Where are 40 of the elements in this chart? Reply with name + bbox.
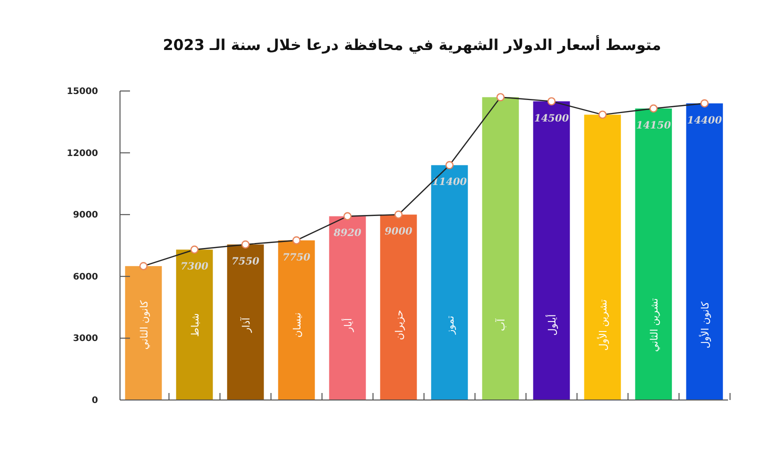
data-label: 14150 [636,120,671,132]
y-tick-label: 3000 [72,334,98,344]
bar [686,103,723,400]
x-tick-label: شباط [190,313,202,337]
y-tick-label: 6000 [72,272,98,282]
x-tick-label: آب [494,318,508,332]
bar [176,250,213,400]
x-tick-label: تشرين الأول [596,299,610,351]
y-tick-label: 12000 [66,148,98,159]
x-tick-label: آذار [239,316,252,334]
data-label: 9000 [384,226,412,238]
y-tick-label: 0 [92,396,98,406]
data-label: 11400 [432,177,467,188]
bar [584,114,621,400]
data-label: 8920 [332,228,362,240]
bar [482,97,519,400]
x-tick-label: كانون الأول [698,301,712,348]
bar [431,165,468,400]
chart-title: متوسط أسعار الدولار الشهرية في محافظة درعا خلال سنة الـ 2023 [162,35,662,54]
bar [125,266,162,400]
data-label: 7750 [282,252,310,264]
x-tick-label: حزيران [394,310,406,340]
bar [278,240,315,400]
y-tick-label: 15000 [66,87,98,97]
bar [635,108,672,400]
data-label: 14400 [687,115,722,126]
bar [227,244,264,400]
bar [533,101,570,400]
x-tick-label: نيسان [292,312,304,338]
x-tick-label: كانون الثاني [139,300,150,350]
x-tick-label: أيار [341,318,354,333]
x-tick-label: تموز [446,316,457,336]
data-label: 7300 [180,262,208,273]
data-label: 7550 [232,256,260,268]
y-tick-label: 9000 [72,210,98,221]
bar [380,214,417,400]
data-label: 14500 [534,113,569,124]
x-tick-label: تشرين الثاني [650,298,661,352]
bar [329,216,366,400]
x-tick-label: أيلول [546,314,559,336]
